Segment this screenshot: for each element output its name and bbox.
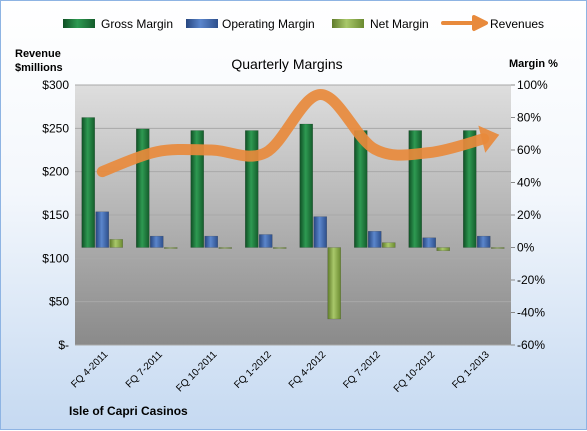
legend-swatch-gross-margin: [63, 19, 95, 28]
left-axis-ticks: $300 $250 $200 $150 $100 $50 $-: [42, 78, 69, 352]
left-tick-label: $150: [42, 208, 69, 222]
right-tick-label: 0%: [517, 241, 535, 255]
x-tick-label: FQ 4-2011: [69, 349, 110, 390]
x-tick-label: FQ 10-2011: [174, 349, 219, 394]
bar-operating-margin: [205, 236, 218, 247]
bar-operating-margin: [368, 231, 381, 247]
x-tick-label: FQ 4-2012: [287, 349, 329, 391]
bar-net-margin: [110, 239, 123, 247]
left-axis-title-line-2: $millions: [15, 62, 63, 74]
bar-gross-margin: [82, 118, 95, 248]
company-name: Isle of Capri Casinos: [69, 404, 188, 418]
bar-net-margin: [164, 248, 177, 249]
x-tick-label: FQ 1-2013: [450, 349, 492, 391]
legend-swatch-net-margin: [332, 19, 364, 28]
legend-item-gross-margin: Gross Margin: [63, 17, 173, 31]
x-tick-label: FQ 7-2011: [124, 349, 165, 390]
right-tick-label: 40%: [517, 176, 541, 190]
bar-operating-margin: [259, 235, 272, 248]
right-axis-ticks: 100% 80% 60% 40% 20% 0% -20% -40% -60%: [511, 78, 548, 352]
bar-gross-margin: [245, 131, 258, 248]
right-tick-label: -40%: [517, 306, 545, 320]
right-tick-label: -60%: [517, 338, 545, 352]
bar-operating-margin: [96, 212, 109, 248]
left-axis-title-line-1: Revenue: [15, 48, 61, 60]
bar-operating-margin: [423, 238, 436, 248]
bar-net-margin: [219, 248, 232, 249]
bar-net-margin: [382, 243, 395, 248]
legend-label-revenues: Revenues: [490, 17, 544, 31]
legend-item-revenues: Revenues: [443, 17, 544, 31]
legend-label-gross-margin: Gross Margin: [101, 17, 173, 31]
left-tick-label: $250: [42, 121, 69, 135]
right-tick-label: 100%: [517, 78, 548, 92]
x-tick-label: FQ 1-2012: [232, 349, 274, 391]
bar-net-margin: [491, 248, 504, 249]
right-tick-label: -20%: [517, 273, 545, 287]
left-tick-label: $50: [49, 295, 69, 309]
bar-net-margin: [328, 248, 341, 320]
bar-net-margin: [273, 248, 286, 249]
bar-gross-margin: [300, 124, 313, 248]
legend-arrow-revenues: [443, 17, 486, 29]
left-tick-label: $-: [58, 338, 69, 352]
bar-net-margin: [437, 248, 450, 251]
left-tick-label: $200: [42, 165, 69, 179]
bar-operating-margin: [477, 236, 490, 247]
left-tick-label: $300: [42, 78, 69, 92]
right-tick-label: 60%: [517, 143, 541, 157]
legend-swatch-operating-margin: [186, 19, 218, 28]
legend-label-operating-margin: Operating Margin: [222, 17, 315, 31]
bar-gross-margin: [136, 129, 149, 248]
right-tick-label: 20%: [517, 208, 541, 222]
right-tick-label: 80%: [517, 111, 541, 125]
legend-label-net-margin: Net Margin: [370, 17, 429, 31]
chart-title: Quarterly Margins: [231, 56, 342, 72]
legend: Gross Margin Operating Margin Net Margin…: [63, 17, 544, 31]
right-axis-title: Margin %: [509, 58, 558, 70]
bar-gross-margin: [409, 131, 422, 248]
bar-operating-margin: [150, 236, 163, 247]
left-tick-label: $100: [42, 251, 69, 265]
x-tick-label: FQ 7-2012: [341, 349, 383, 391]
legend-item-operating-margin: Operating Margin: [186, 17, 315, 31]
x-tick-label: FQ 10-2012: [392, 349, 438, 395]
legend-item-net-margin: Net Margin: [332, 17, 429, 31]
bar-operating-margin: [314, 217, 327, 248]
